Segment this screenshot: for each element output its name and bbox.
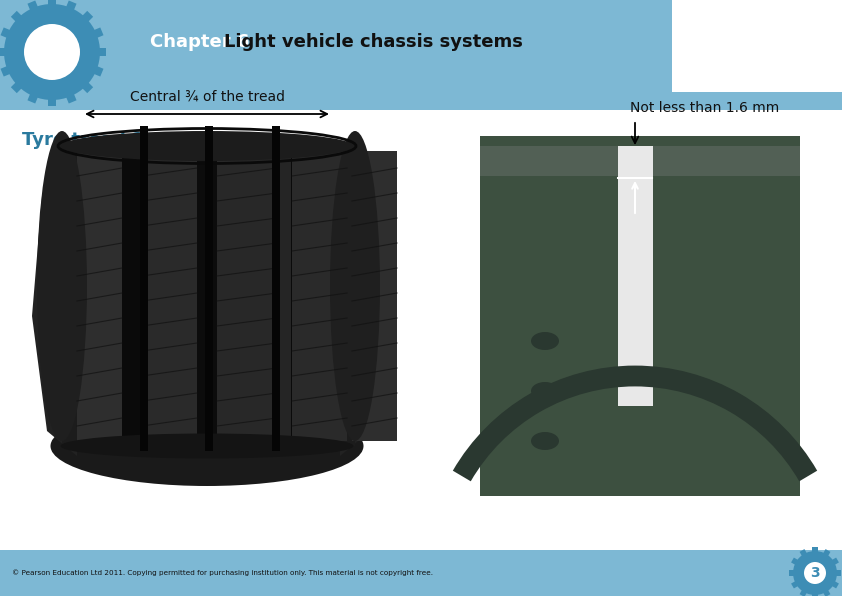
- Polygon shape: [833, 570, 841, 576]
- Bar: [62, 146, 355, 446]
- Polygon shape: [64, 89, 77, 104]
- Ellipse shape: [61, 131, 354, 161]
- Bar: [352, 151, 397, 441]
- Bar: [618, 146, 653, 406]
- Circle shape: [24, 24, 80, 80]
- Polygon shape: [791, 558, 801, 566]
- Polygon shape: [813, 591, 818, 596]
- Polygon shape: [791, 579, 801, 588]
- Circle shape: [793, 551, 837, 595]
- Ellipse shape: [531, 332, 559, 350]
- Polygon shape: [335, 166, 385, 456]
- Polygon shape: [822, 549, 830, 559]
- Bar: [618, 146, 653, 176]
- Text: Tyre tread 2: Tyre tread 2: [22, 131, 145, 149]
- Text: Central ¾ of the tread: Central ¾ of the tread: [130, 90, 285, 104]
- Polygon shape: [48, 0, 56, 10]
- Bar: [142, 151, 197, 441]
- Polygon shape: [89, 64, 104, 76]
- Bar: [217, 151, 277, 441]
- Polygon shape: [829, 579, 839, 588]
- Ellipse shape: [51, 406, 364, 486]
- Polygon shape: [829, 558, 839, 566]
- Bar: [77, 151, 122, 441]
- Bar: [326, 146, 355, 446]
- Text: Chapter 6: Chapter 6: [150, 33, 249, 51]
- Ellipse shape: [61, 433, 354, 458]
- Polygon shape: [1, 64, 15, 76]
- Bar: [247, 146, 290, 446]
- Polygon shape: [28, 89, 40, 104]
- Polygon shape: [48, 94, 56, 106]
- Bar: [141, 146, 194, 446]
- Text: © Pearson Education Ltd 2011. Copying permitted for purchasing institution only.: © Pearson Education Ltd 2011. Copying pe…: [12, 570, 433, 576]
- Bar: [0, 0, 842, 110]
- Bar: [272, 126, 280, 451]
- Circle shape: [804, 562, 826, 584]
- Bar: [480, 146, 800, 176]
- Polygon shape: [813, 547, 818, 555]
- Ellipse shape: [37, 131, 87, 441]
- Ellipse shape: [330, 131, 380, 441]
- Polygon shape: [1, 27, 15, 40]
- Text: 3: 3: [810, 566, 820, 580]
- Ellipse shape: [531, 382, 559, 400]
- Ellipse shape: [531, 432, 559, 450]
- Polygon shape: [800, 587, 808, 596]
- Bar: [205, 126, 212, 451]
- Bar: [0, 550, 842, 596]
- Circle shape: [4, 4, 100, 100]
- Polygon shape: [94, 48, 106, 56]
- Text: Not less than 1.6 mm: Not less than 1.6 mm: [631, 101, 780, 115]
- Polygon shape: [64, 1, 77, 15]
- Bar: [672, 0, 842, 92]
- Polygon shape: [79, 79, 93, 93]
- Bar: [292, 151, 347, 441]
- Polygon shape: [822, 587, 830, 596]
- Text: Light vehicle chassis systems: Light vehicle chassis systems: [224, 33, 523, 51]
- Polygon shape: [11, 79, 25, 93]
- Bar: [480, 136, 800, 496]
- Bar: [100, 146, 141, 446]
- Polygon shape: [89, 27, 104, 40]
- Bar: [62, 146, 100, 446]
- Bar: [194, 146, 247, 446]
- Bar: [290, 146, 326, 446]
- Polygon shape: [79, 11, 93, 25]
- Polygon shape: [0, 48, 10, 56]
- Bar: [140, 126, 148, 451]
- Polygon shape: [800, 549, 808, 559]
- Bar: [480, 176, 618, 406]
- Polygon shape: [789, 570, 797, 576]
- Polygon shape: [32, 166, 82, 456]
- Bar: [480, 146, 800, 176]
- Polygon shape: [28, 1, 40, 15]
- Polygon shape: [11, 11, 25, 25]
- Bar: [652, 176, 800, 406]
